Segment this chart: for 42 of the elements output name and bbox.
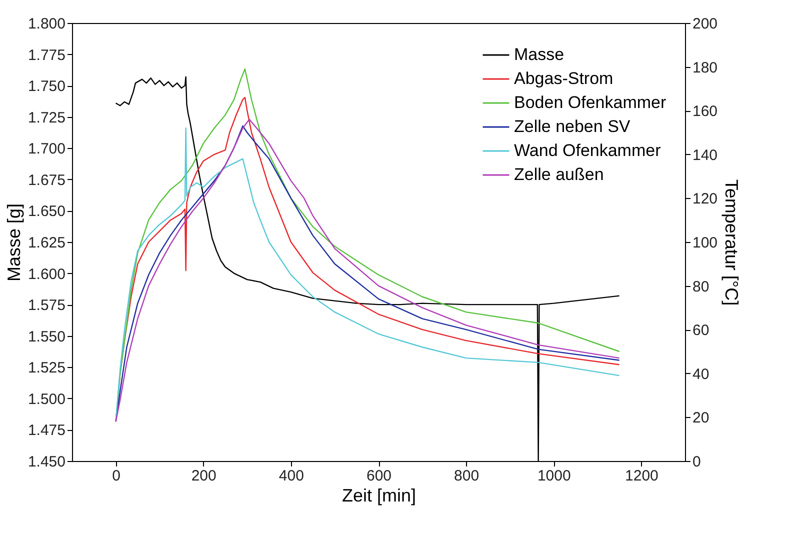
y-tick-label: 1.450 <box>28 454 66 470</box>
y-tick-label: 1.475 <box>28 422 66 440</box>
x-axis-title: Zeit [min] <box>342 486 416 506</box>
x-tick-label: 600 <box>366 468 392 484</box>
x-tick-label: 1000 <box>537 468 571 484</box>
legend-label: Boden Ofenkammer <box>514 93 666 112</box>
y2-tick-label: 160 <box>692 103 718 120</box>
legend-label: Zelle außen <box>514 165 604 184</box>
x-tick-label: 400 <box>278 468 304 484</box>
y-tick-label: 1.525 <box>28 360 66 377</box>
legend-label: Masse <box>514 45 564 64</box>
y-axis-title: Masse [g] <box>4 203 24 282</box>
y-tick-label: 1.675 <box>28 172 66 189</box>
y-tick-label: 1.775 <box>28 46 66 64</box>
y-tick-label: 1.625 <box>28 234 66 252</box>
y-tick-label: 1.725 <box>28 109 66 126</box>
x-tick-label: 1200 <box>625 468 658 484</box>
y2-tick-label: 180 <box>692 59 718 76</box>
x-tick-label: 0 <box>112 468 120 484</box>
y2-tick-label: 0 <box>692 454 701 470</box>
y-tick-label: 1.600 <box>28 266 66 283</box>
x-tick-label: 800 <box>454 468 480 484</box>
y2-tick-label: 60 <box>692 322 710 340</box>
y-tick-label: 1.750 <box>28 78 66 96</box>
y2-tick-label: 120 <box>692 190 718 208</box>
y2-axis-title: Temperatur [°C] <box>722 179 742 306</box>
y2-tick-label: 200 <box>692 16 718 32</box>
y-tick-label: 1.550 <box>28 328 66 346</box>
legend-label: Zelle neben SV <box>514 117 631 136</box>
y-tick-label: 1.650 <box>28 203 66 220</box>
y-tick-label: 1.700 <box>28 140 66 158</box>
y2-tick-label: 20 <box>692 410 710 427</box>
y-tick-label: 1.800 <box>28 16 66 32</box>
y-tick-label: 1.575 <box>28 297 66 314</box>
y2-tick-label: 40 <box>692 366 710 383</box>
legend-label: Abgas-Strom <box>514 69 614 88</box>
y2-tick-label: 80 <box>692 278 710 296</box>
x-tick-label: 200 <box>191 468 216 484</box>
legend-label: Wand Ofenkammer <box>514 141 662 160</box>
y2-tick-label: 140 <box>692 146 718 164</box>
y-tick-label: 1.500 <box>28 390 66 408</box>
y2-tick-label: 100 <box>692 234 718 252</box>
